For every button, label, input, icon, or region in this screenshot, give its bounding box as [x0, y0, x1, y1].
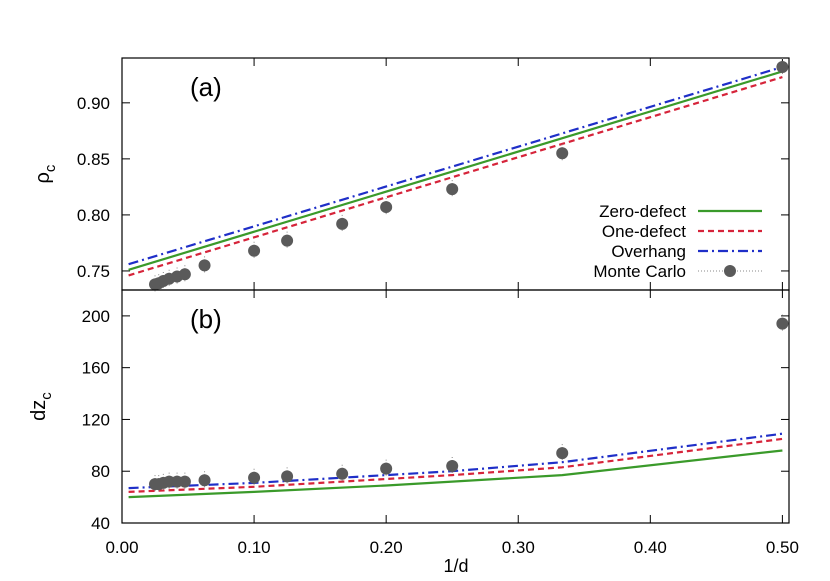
panel-a-ytick-label: 0.90 [77, 94, 110, 113]
panel-b-monte-carlo-point [248, 471, 261, 484]
panel-a-monte-carlo-point [446, 183, 459, 196]
panel-a-monte-carlo-point [198, 259, 211, 272]
panel-a-one-defect-line [128, 76, 783, 277]
panel-a-frame [121, 57, 790, 291]
panel-b-ylabel: dzc [28, 392, 55, 421]
panel-a-monte-carlo-point [776, 60, 789, 73]
panel-b-xtick-label: 0.20 [370, 538, 403, 557]
panel-a-monte-carlo-point [281, 234, 294, 247]
panel-b-frame [121, 289, 790, 524]
panel-b-xtick-label: 0.00 [105, 538, 138, 557]
panel-b-monte-carlo-point [446, 460, 459, 473]
panel-b-xtick-label: 0.40 [634, 538, 667, 557]
panel-a-ytick-label: 0.85 [77, 150, 110, 169]
panel-b-monte-carlo-point [336, 467, 349, 480]
legend-label-monte-carlo: Monte Carlo [593, 262, 686, 281]
panel-a-monte-carlo-point [556, 147, 569, 160]
panel-b-monte-carlo-point [380, 462, 393, 475]
panel-a-monte-carlo-point [380, 201, 393, 214]
panel-a-monte-carlo-point [248, 244, 261, 257]
panel-a-label: (a) [190, 72, 222, 102]
panel-b-zero-defect-line [128, 449, 783, 499]
panel-b-ytick-label: 200 [82, 307, 110, 326]
panel-b-monte-carlo-point [281, 470, 294, 483]
panel-b-monte-carlo-point [776, 317, 789, 330]
legend-label-zero-defect: Zero-defect [599, 202, 686, 221]
panel-b-monte-carlo-point [198, 474, 211, 487]
panel-a-ytick-label: 0.80 [77, 206, 110, 225]
panel-b-xtick-label: 0.10 [238, 538, 271, 557]
panel-a-monte-carlo-point [336, 217, 349, 230]
panel-b-label: (b) [190, 304, 222, 334]
panel-a-zero-defect-line [128, 70, 783, 271]
panel-b-monte-carlo-point [178, 475, 191, 488]
panel-b-xtick-label: 0.30 [502, 538, 535, 557]
x-axis-label: 1/d [443, 556, 468, 576]
legend-label-overhang: Overhang [611, 242, 686, 261]
panel-a-ylabel: ρc [32, 164, 59, 183]
panel-b-ytick-label: 40 [91, 514, 110, 533]
panel-a-ytick-label: 0.75 [77, 262, 110, 281]
panel-a-overhang-line [128, 65, 783, 266]
panel-b-ytick-label: 160 [82, 359, 110, 378]
panel-b-xtick-label: 0.50 [766, 538, 799, 557]
panel-b-ytick-label: 120 [82, 410, 110, 429]
panel-b-ytick-label: 80 [91, 462, 110, 481]
legend-label-one-defect: One-defect [602, 222, 686, 241]
panel-b-monte-carlo-point [556, 447, 569, 460]
panel-b-overhang-line [128, 432, 783, 490]
panel-a-monte-carlo-point [178, 268, 191, 281]
legend-marker-monte-carlo [724, 265, 736, 277]
panel-b-one-defect-line [128, 437, 783, 493]
